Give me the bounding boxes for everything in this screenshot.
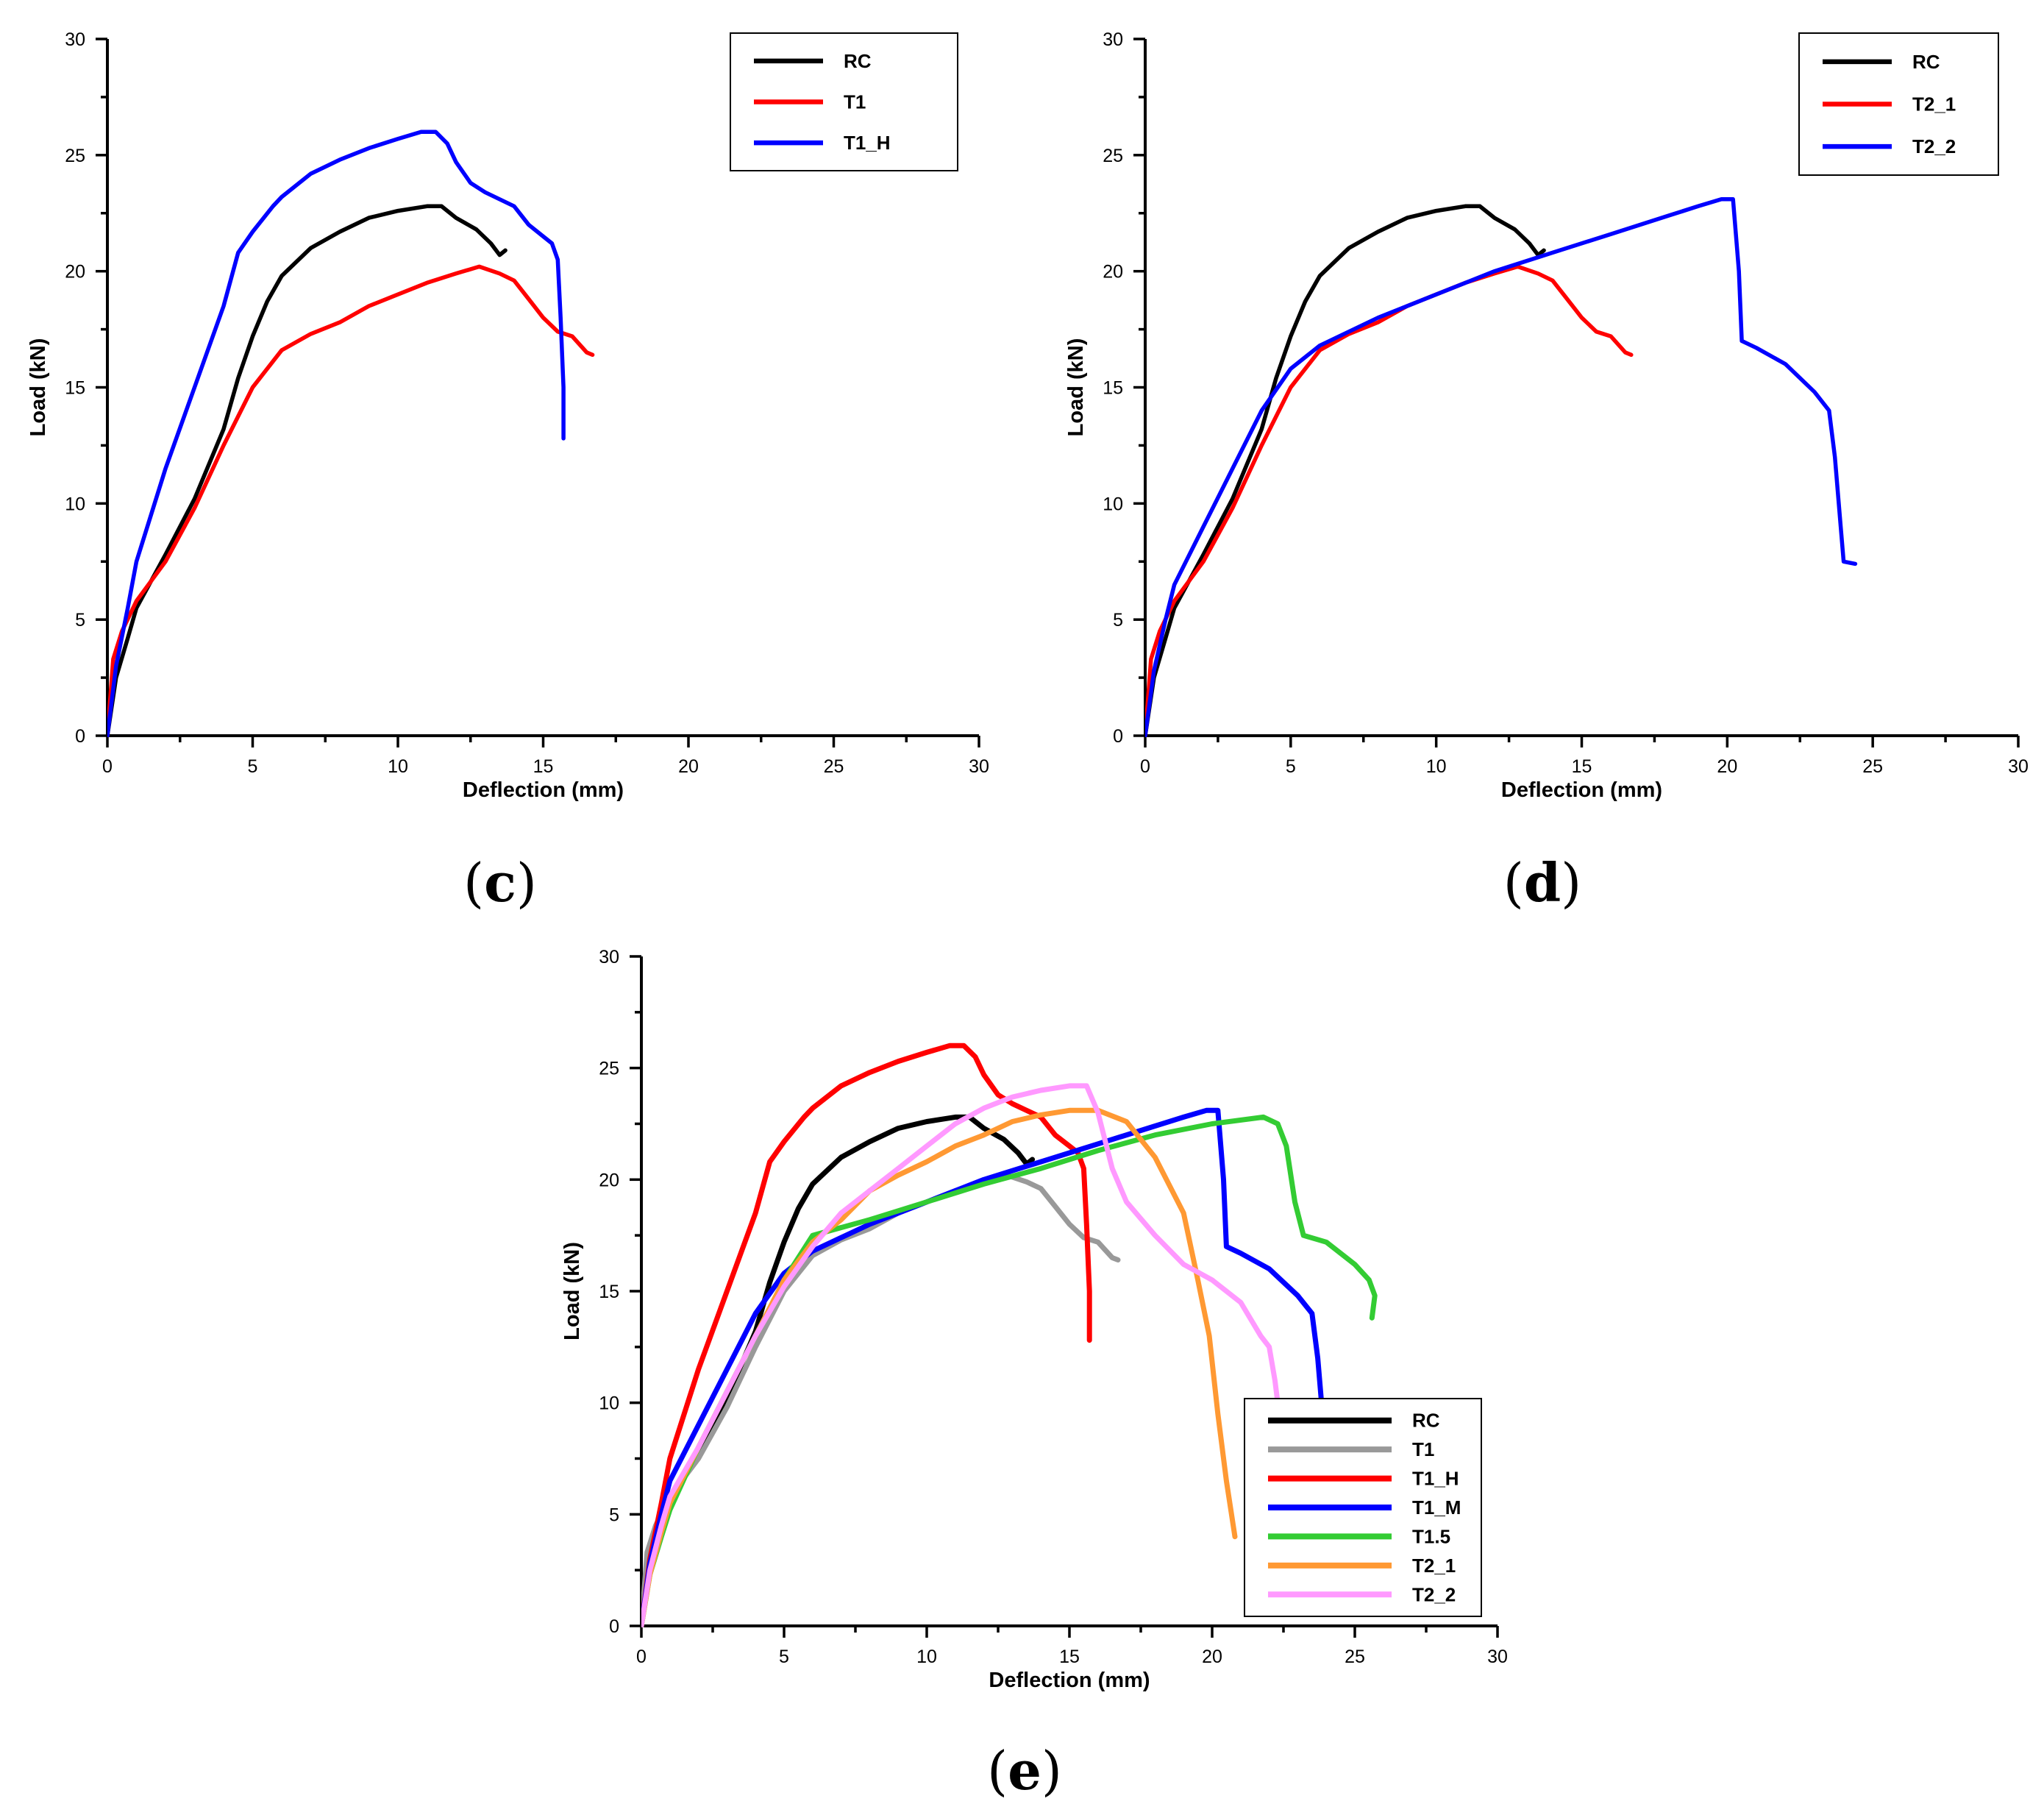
chart-panel-c: 0 5 10 15 20 25 30 0 5 10 15 20 25 30 Deflection (mm) L… (26, 29, 989, 914)
x-tick-label: 5 (1286, 756, 1296, 777)
y-tick-label: 10 (1103, 494, 1123, 514)
y-tick-label: 30 (1103, 29, 1123, 50)
x-tick-label: 15 (533, 756, 554, 777)
chart-panel-d: 0 5 10 15 20 25 30 0 5 10 15 20 25 30 Deflection (mm) L… (1064, 29, 2029, 914)
series-line-t1-m (641, 1107, 1341, 1627)
x-tick-label: 5 (248, 756, 258, 777)
chart-panel-e: 0 5 10 15 20 25 30 0 5 10 15 20 25 30 Deflection (mm) L… (560, 947, 1508, 1802)
y-tick-label: 20 (65, 262, 85, 283)
y-axis-title: Load (kN) (560, 1242, 584, 1340)
y-tick-label: 30 (65, 29, 85, 50)
y-axis-title: Load (kN) (1064, 338, 1088, 437)
legend-label: T1_M (1412, 1496, 1461, 1519)
panel-label: (e) (987, 1739, 1062, 1802)
legend-label: T2_2 (1912, 135, 1956, 157)
legend-label: T2_1 (1912, 93, 1956, 116)
x-tick-label: 20 (1202, 1647, 1222, 1667)
y-tick-label: 5 (75, 610, 85, 631)
x-tick-label: 20 (678, 756, 699, 777)
x-tick-label: 25 (824, 756, 844, 777)
y-tick-label: 20 (1103, 262, 1123, 283)
legend: RC T2_1 T2_2 (1798, 32, 1999, 176)
x-tick-label: 30 (2008, 756, 2029, 777)
x-tick-label: 25 (1345, 1647, 1365, 1667)
legend-label: T1_H (1412, 1468, 1459, 1490)
y-tick-label: 5 (1113, 610, 1123, 631)
y-tick-label: 15 (599, 1282, 619, 1302)
series-line-t2-2 (641, 1083, 1281, 1627)
y-axis-title: Load (kN) (26, 338, 50, 437)
x-tick-label: 10 (388, 756, 408, 777)
series-line-rc (107, 204, 508, 737)
y-tick-label: 0 (75, 726, 85, 747)
legend: RC T1 T1_H (730, 32, 958, 171)
y-tick-label: 30 (599, 947, 619, 967)
x-axis-title: Deflection (mm) (989, 1669, 1150, 1692)
y-tick-label: 15 (1103, 378, 1123, 399)
x-tick-label: 0 (636, 1647, 647, 1667)
series-line-t2-2 (1145, 197, 1858, 737)
y-tick-label: 5 (609, 1505, 619, 1525)
x-tick-label: 30 (1487, 1647, 1508, 1667)
legend-label: T1_H (844, 132, 891, 154)
legend-label: T1.5 (1412, 1525, 1450, 1547)
panel-label: (c) (463, 851, 537, 914)
series-line-t1-h (107, 129, 566, 737)
y-tick-label: 10 (599, 1393, 619, 1414)
x-tick-label: 0 (1140, 756, 1150, 777)
x-tick-label: 5 (779, 1647, 789, 1667)
y-tick-label: 20 (599, 1170, 619, 1190)
x-tick-label: 10 (916, 1647, 937, 1667)
x-tick-label: 25 (1862, 756, 1883, 777)
legend-label: T1 (844, 91, 866, 113)
x-tick-label: 10 (1426, 756, 1447, 777)
y-tick-label: 15 (65, 378, 85, 399)
y-tick-label: 25 (65, 146, 85, 166)
x-tick-label: 30 (969, 756, 989, 777)
legend-label: T2_1 (1412, 1555, 1456, 1577)
y-tick-label: 25 (599, 1059, 619, 1079)
y-tick-label: 0 (609, 1616, 619, 1637)
y-tick-label: 25 (1103, 146, 1123, 166)
series-line-rc (1145, 204, 1546, 737)
y-tick-label: 0 (1113, 726, 1123, 747)
series-line-t1 (107, 264, 595, 737)
series-line-t1-h (641, 1043, 1092, 1627)
x-axis-title: Deflection (mm) (463, 778, 624, 802)
x-axis-title: Deflection (mm) (1501, 778, 1662, 802)
legend-label: T2_2 (1412, 1583, 1456, 1605)
legend-label: T1 (1412, 1438, 1434, 1460)
legend-label: RC (1912, 51, 1940, 73)
x-tick-label: 20 (1717, 756, 1737, 777)
x-tick-label: 0 (102, 756, 113, 777)
panel-label: (d) (1503, 851, 1582, 914)
x-tick-label: 15 (1059, 1647, 1080, 1667)
legend-label: RC (844, 50, 872, 72)
legend: RC T1 T1_H T1_M T1.5 T2_1 T2_2 (1244, 1398, 1482, 1617)
legend-label: RC (1412, 1410, 1440, 1432)
y-tick-label: 10 (65, 494, 85, 514)
x-tick-label: 15 (1572, 756, 1592, 777)
